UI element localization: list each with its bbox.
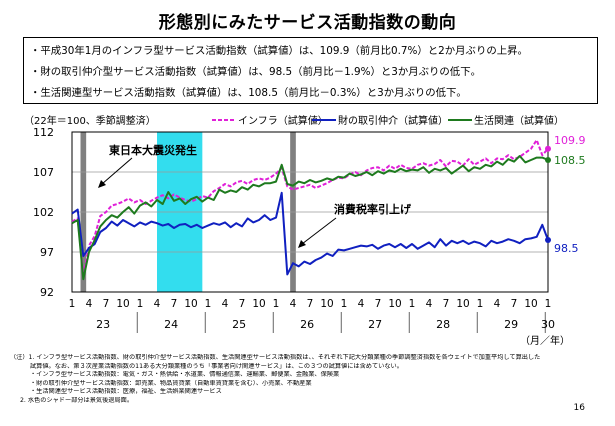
x-tick-month-84: 1 [545,298,552,310]
y-tick-97: 97 [40,246,54,259]
end-label-1: 98.5 [554,242,579,255]
x-tick-month-75: 4 [494,298,501,310]
x-year-24: 24 [164,318,178,331]
x-tick-month-15: 4 [154,298,161,310]
legend: インフラ（試算値） 財の取引仲介（試算値） 生活関連（試算値） [212,114,564,127]
x-tick-month-42: 7 [307,298,314,310]
end-value-labels: 109.9 98.5 108.5 [554,134,586,255]
x-year-25: 25 [232,318,246,331]
x-tick-month-27: 4 [222,298,229,310]
footnote-1: （注）1. インフラ型サービス活動指数、財の取引仲介型サービス活動指数、生活関連… [10,354,541,361]
y-tick-102: 102 [33,206,54,219]
annotation-earthquake-arrow [101,157,133,185]
x-tick-month-81: 10 [524,298,537,310]
annotation-tax-hike-label: 消費税率引上げ [334,202,412,216]
x-tick-month-33: 10 [252,298,265,310]
end-label-0: 109.9 [554,134,586,147]
x-tick-month-21: 10 [184,298,197,310]
series-endpoint-2 [545,157,551,163]
x-tick-month-51: 4 [358,298,365,310]
x-tick-month-69: 10 [456,298,469,310]
x-tick-month-0: 1 [69,298,76,310]
x-year-29: 29 [504,318,518,331]
x-year-28: 28 [436,318,450,331]
footnotes: （注）1. インフラ型サービス活動指数、財の取引仲介型サービス活動指数、生活関連… [10,354,588,406]
footnote-2: 2. 水色のシャドー部分は景気後退局面。 [20,396,134,404]
series-line-1 [71,191,549,276]
x-tick-month-24: 1 [205,298,212,310]
y-tick-112: 112 [33,126,54,139]
x-tick-month-54: 7 [375,298,382,310]
plot-frame [71,131,549,293]
x-tick-month-3: 4 [86,298,93,310]
x-tick-month-72: 1 [477,298,484,310]
footnote-1-cont: 試算値。なお、第３次産業活動指数の11ある大分類業種のうち「事業者向け関連サービ… [30,362,403,370]
x-tick-month-48: 1 [341,298,348,310]
summary-line-living: ・生活関連型サービス活動指数（試算値）は、108.5（前月比－0.3%）と3か月… [30,87,467,99]
x-tick-month-66: 7 [443,298,450,310]
series-lines [71,139,551,281]
x-year-26: 26 [300,318,314,331]
x-tick-month-36: 1 [273,298,280,310]
x-year-30: 30 [541,318,555,331]
series-line-0 [71,139,549,277]
annotation-tax-hike-arrow [301,217,337,245]
legend-label-infra: インフラ（試算値） [238,114,328,127]
y-tick-labels: 92 97 102 107 112 [33,126,54,299]
x-axis-unit: （月／年） [520,334,570,347]
series-endpoint-0 [545,145,551,152]
annotation-earthquake-label: 東日本大震災発生 [109,143,197,157]
x-tick-month-9: 10 [116,298,129,310]
line-chart: （22年＝100、季節調整済） インフラ（試算値） 財の取引仲介（試算値） 生活… [24,114,586,347]
x-tick-month-60: 1 [409,298,416,310]
x-tick-labels: 1 4 7 10 1 4 7 10 1 4 7 10 1 4 7 10 1 4 7 10 1 4 7 10 1 4 7 10 123 24… [69,298,555,333]
annotation-earthquake-arrowhead [98,180,106,188]
summary-line-trade: ・財の取引仲介型サービス活動指数（試算値）は、98.5（前月比－1.9%）と3か… [30,66,481,78]
footnote-trade: ・財の取引仲介型サービス活動指数：卸売業、物品賃貸業（自動車賃貸業を含む）、小売… [30,379,312,387]
x-tick-month-78: 7 [511,298,518,310]
legend-label-living: 生活関連（試算値） [474,114,564,127]
summary-box: ・平成30年1月のインフラ型サービス活動指数（試算値）は、109.9（前月比0.… [23,37,598,104]
x-year-23: 23 [96,318,110,331]
x-tick-month-39: 4 [290,298,297,310]
x-tick-month-45: 10 [320,298,333,310]
x-tick-month-63: 4 [426,298,433,310]
page-title: 形態別にみたサービス活動指数の動向 [158,13,457,33]
summary-line-infra: ・平成30年1月のインフラ型サービス活動指数（試算値）は、109.9（前月比0.… [30,45,528,57]
series-line-2 [71,155,549,281]
annotation-earthquake: 東日本大震災発生 [98,143,197,188]
annotation-tax-hike-arrowhead [298,240,306,248]
series-endpoint-1 [545,237,551,243]
x-tick-month-6: 7 [103,298,110,310]
base-note: （22年＝100、季節調整済） [24,114,156,127]
legend-label-trade: 財の取引仲介（試算値） [338,114,448,127]
footnote-infra: ・インフラ型サービス活動指数：電気・ガス・熱供給・水道業、情報通信業、運輸業、郵… [30,371,340,379]
end-label-2: 108.5 [554,154,586,167]
y-tick-92: 92 [40,286,54,299]
x-tick-month-57: 10 [388,298,401,310]
y-tick-107: 107 [33,166,54,179]
x-tick-month-12: 1 [137,298,144,310]
x-tick-month-18: 7 [171,298,178,310]
footnote-living: ・生活関連型サービス活動指数：医療，福祉、生活娯楽関連サービス [30,388,222,396]
x-tick-month-30: 7 [239,298,246,310]
annotation-tax-hike: 消費税率引上げ [298,202,412,248]
page-number: 16 [573,403,585,413]
x-year-27: 27 [368,318,382,331]
